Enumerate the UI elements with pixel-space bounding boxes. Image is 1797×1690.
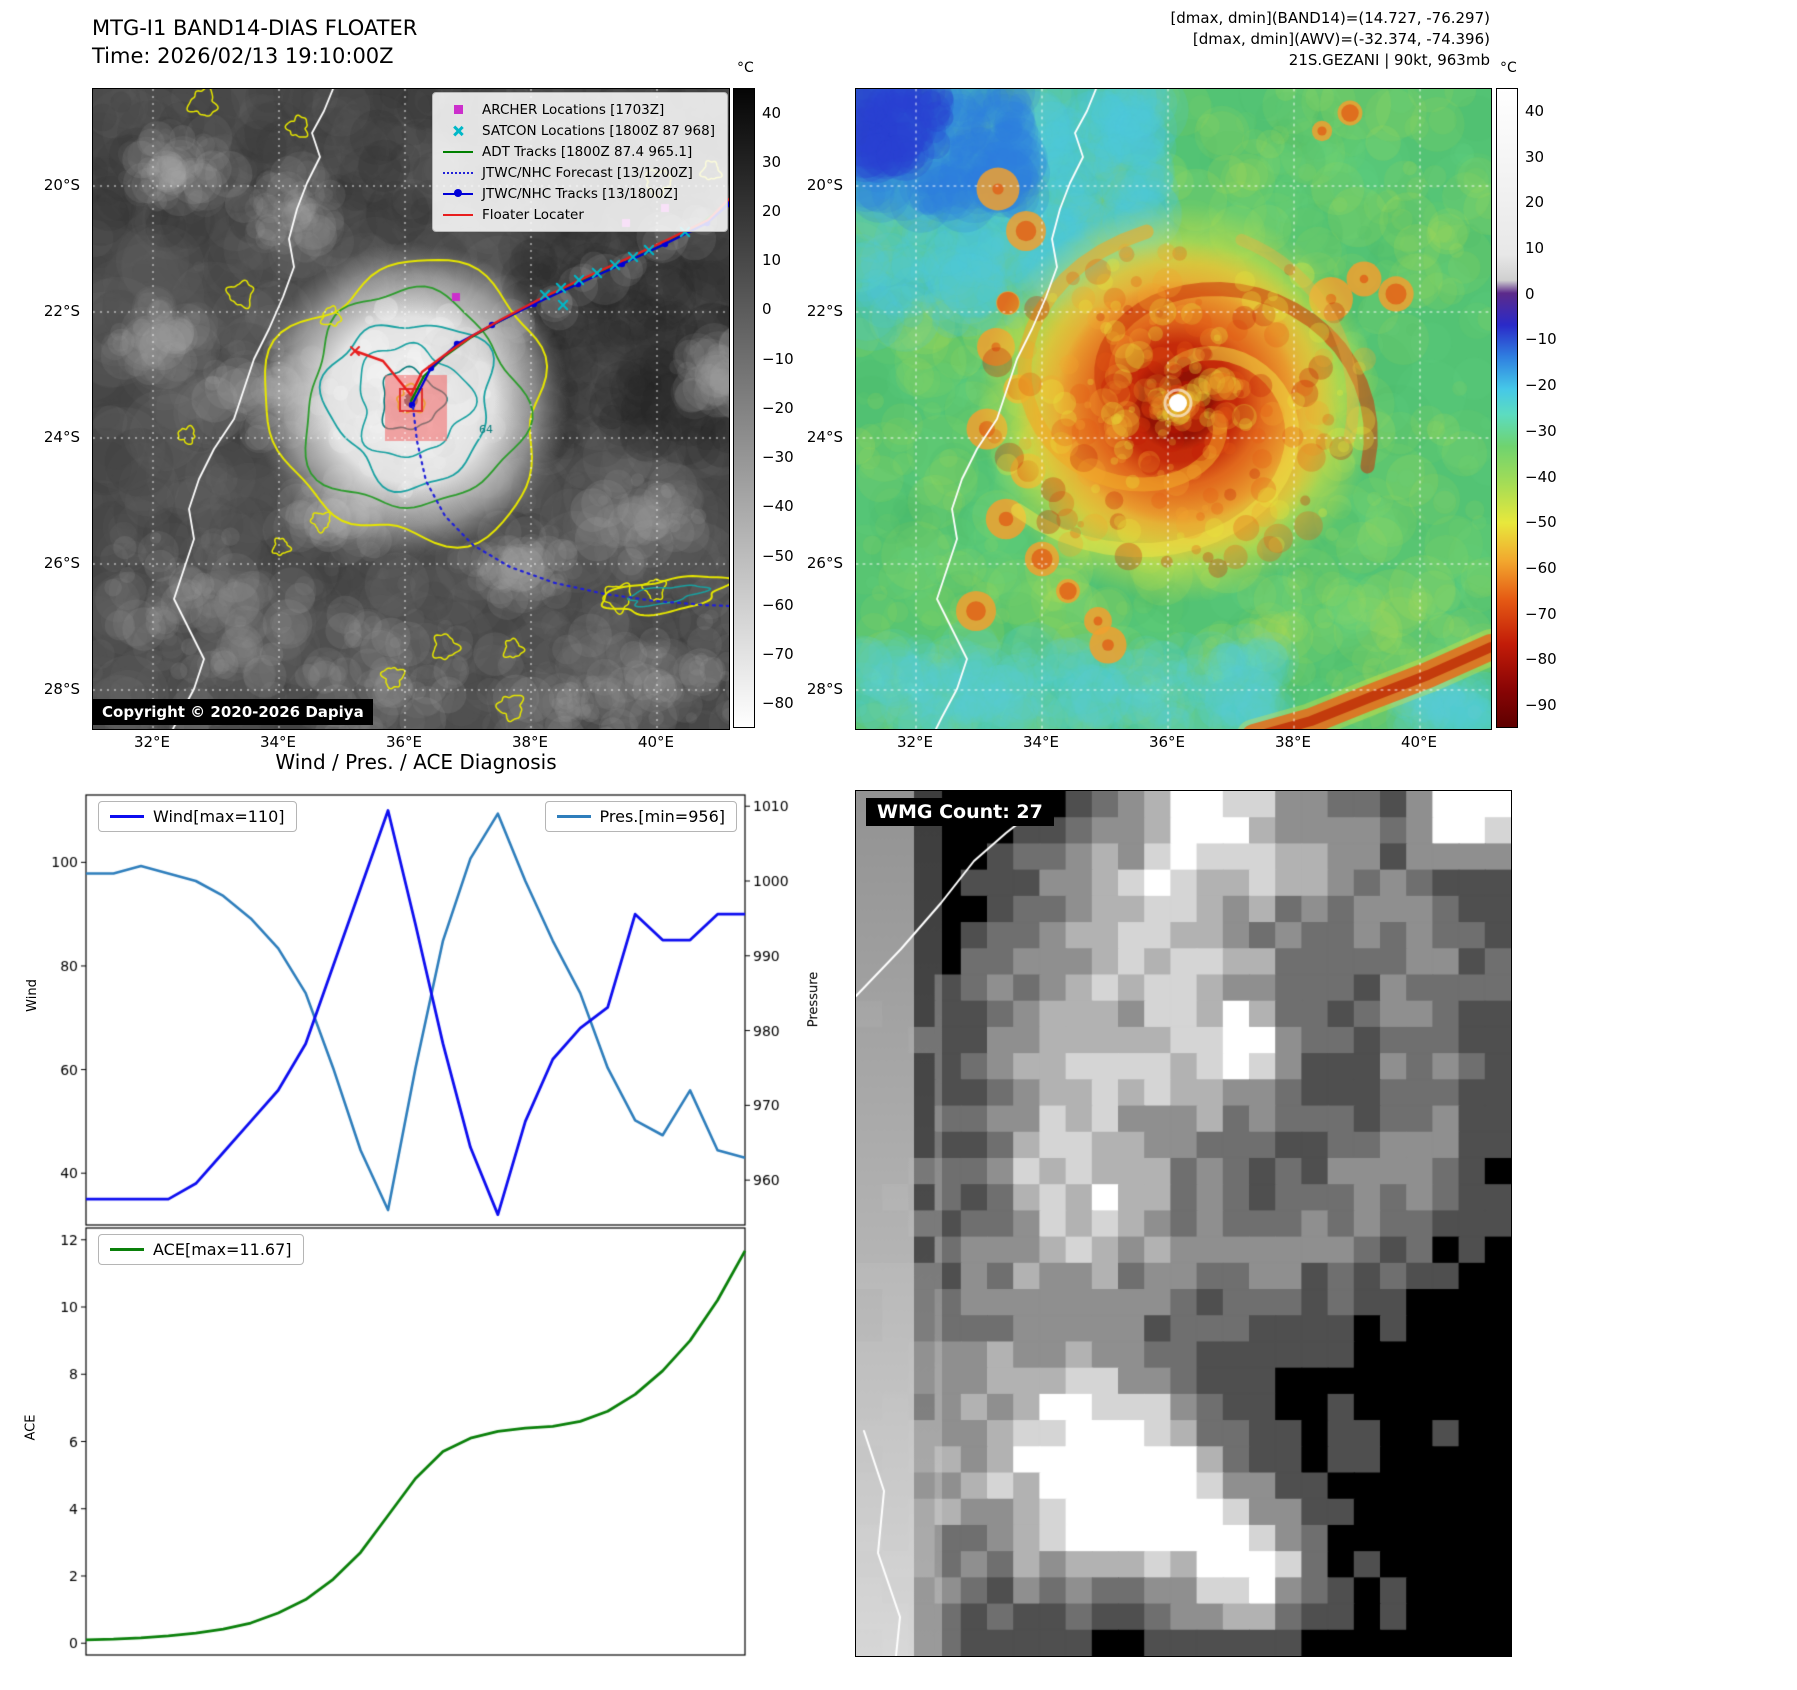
lat-tick: 20°S [43,176,80,194]
legend-item-forecast: JTWC/NHC Forecast [13/1200Z] [441,162,719,183]
cbar-tick: −80 [762,694,794,712]
lat-tick: 28°S [43,680,80,698]
cbar-tick: −30 [762,448,794,466]
color-lon-axis: 32°E 34°E 36°E 38°E 40°E [855,733,1491,755]
cbar-tick: −50 [1525,513,1557,531]
lon-tick: 32°E [896,733,934,751]
wind-line-sample-icon [110,815,144,818]
color-panel-header: [dmax, dmin](BAND14)=(14.727, -76.297) [… [1170,8,1490,71]
cbar-tick: −60 [762,596,794,614]
storm-id-intensity: 21S.GEZANI | 90kt, 963mb [1288,51,1490,69]
wind-legend-label: Wind[max=110] [153,807,285,826]
cbar-tick: −20 [762,399,794,417]
legend-label: ARCHER Locations [1703Z] [482,101,665,118]
ir-colorbar [733,88,755,728]
legend-label: SATCON Locations [1800Z 87 968] [482,122,715,139]
pressure-legend-label: Pres.[min=956] [599,807,725,826]
legend-label: JTWC/NHC Forecast [13/1200Z] [482,164,693,181]
lat-tick: 24°S [43,428,80,446]
archer-square-icon [441,103,475,117]
wind-pressure-ace-charts [30,745,830,1670]
lat-tick: 26°S [43,554,80,572]
cbar-tick: −70 [762,645,794,663]
ir-colorbar-unit: °C [737,60,754,76]
lat-tick: 26°S [806,554,843,572]
floater-line-icon [441,208,475,222]
legend-item-adt: ADT Tracks [1800Z 87.4 965.1] [441,141,719,162]
cbar-tick: −10 [762,350,794,368]
dmax-dmin-awv: [dmax, dmin](AWV)=(-32.374, -74.396) [1192,30,1490,48]
wind-legend: Wind[max=110] [98,801,297,832]
legend-label: ADT Tracks [1800Z 87.4 965.1] [482,143,693,160]
forecast-dotted-icon [441,166,475,180]
ir-panel-title: MTG-I1 BAND14-DIAS FLOATER [92,16,418,40]
cbar-tick: 0 [762,300,772,318]
wmg-count-badge: WMG Count: 27 [866,798,1054,826]
lon-tick: 38°E [1274,733,1312,751]
cbar-tick: 10 [762,251,782,269]
dmax-dmin-band14: [dmax, dmin](BAND14)=(14.727, -76.297) [1170,9,1490,27]
cbar-tick: 0 [1525,285,1535,303]
color-ir-map [855,88,1492,730]
lat-tick: 20°S [806,176,843,194]
lat-tick: 28°S [806,680,843,698]
color-colorbar-unit: °C [1500,60,1517,76]
cbar-tick: 30 [1525,148,1545,166]
satcon-x-icon [441,124,475,138]
lon-tick: 34°E [1022,733,1060,751]
cbar-tick: 10 [1525,239,1545,257]
cbar-tick: −70 [1525,605,1557,623]
legend-label: JTWC/NHC Tracks [13/1800Z] [482,185,679,202]
cbar-tick: −80 [1525,650,1557,668]
cbar-tick: −60 [1525,559,1557,577]
wind-axis-label: Wind [24,979,40,1012]
legend-label: Floater Locater [482,206,584,223]
cbar-tick: 40 [1525,102,1545,120]
lat-tick: 22°S [43,302,80,320]
color-colorbar [1496,88,1518,728]
cbar-tick: −90 [1525,696,1557,714]
legend-item-track: JTWC/NHC Tracks [13/1800Z] [441,183,719,204]
cbar-tick: −50 [762,547,794,565]
pressure-line-sample-icon [556,815,591,818]
lon-tick: 36°E [1148,733,1186,751]
cbar-tick: 20 [762,202,782,220]
pressure-legend: Pres.[min=956] [544,801,737,832]
cbar-tick: −40 [1525,468,1557,486]
ir-colorbar-ticks: 40 30 20 10 0 −10 −20 −30 −40 −50 −60 −7… [756,88,802,728]
color-colorbar-ticks: 40 30 20 10 0 −10 −20 −30 −40 −50 −60 −7… [1519,88,1565,728]
cbar-tick: −20 [1525,376,1557,394]
lat-tick: 22°S [806,302,843,320]
cbar-tick: −30 [1525,422,1557,440]
cbar-tick: 40 [762,104,782,122]
copyright-notice: Copyright © 2020-2026 Dapiya [93,699,373,725]
legend-item-floater: Floater Locater [441,204,719,225]
lat-tick: 24°S [806,428,843,446]
ace-line-sample-icon [110,1248,144,1251]
wmg-microwave-image [855,790,1512,1657]
ace-axis-label: ACE [23,1414,39,1441]
ace-legend-label: ACE[max=11.67] [153,1240,292,1259]
ir-map-legend: ARCHER Locations [1703Z] SATCON Location… [432,92,728,232]
cbar-tick: −10 [1525,330,1557,348]
cbar-tick: 30 [762,153,782,171]
cbar-tick: −40 [762,497,794,515]
adt-line-icon [441,145,475,159]
ace-legend: ACE[max=11.67] [98,1234,304,1265]
ir-panel-time: Time: 2026/02/13 19:10:00Z [92,44,394,68]
lon-tick: 40°E [1400,733,1438,751]
pressure-axis-label: Pressure [806,971,822,1028]
legend-item-satcon: SATCON Locations [1800Z 87 968] [441,120,719,141]
cbar-tick: 20 [1525,193,1545,211]
ir-lat-axis: 20°S 22°S 24°S 26°S 28°S [34,88,86,728]
color-lat-axis: 20°S 22°S 24°S 26°S 28°S [797,88,849,728]
legend-item-archer: ARCHER Locations [1703Z] [441,99,719,120]
track-line-dot-icon [441,187,475,201]
